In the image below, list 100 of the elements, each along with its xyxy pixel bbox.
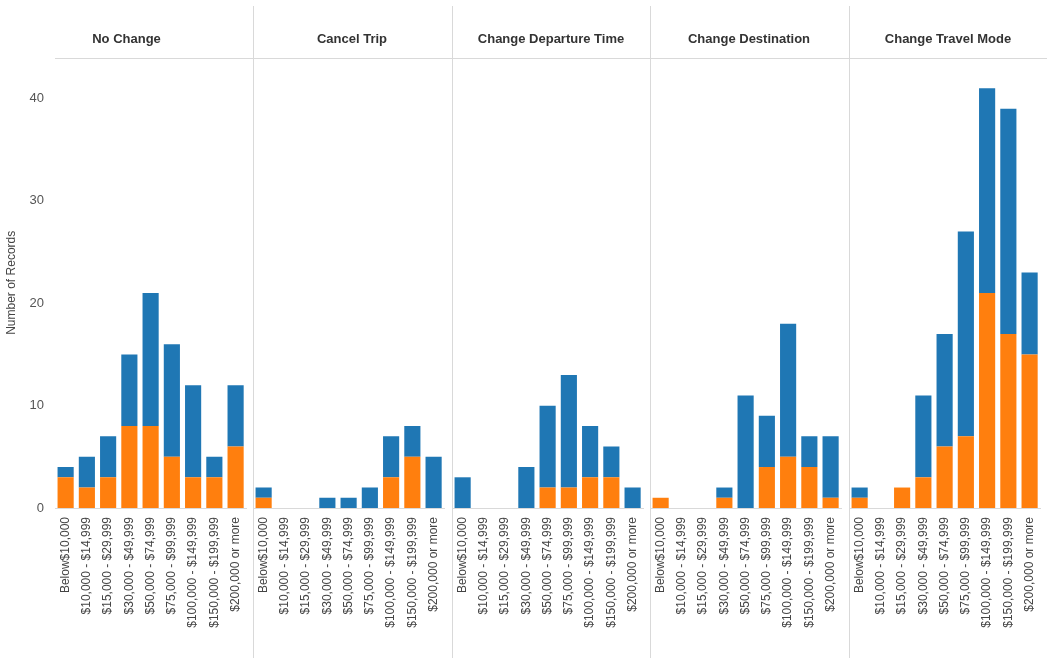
bar: [914, 395, 932, 478]
bar: [603, 446, 620, 478]
bar: [362, 487, 379, 508]
x-tick-label: $200,000 or more: [1021, 516, 1036, 612]
bar: [1021, 354, 1038, 508]
x-tick-label: $150,000 - $199,999: [405, 516, 420, 628]
bar: [539, 487, 556, 508]
x-tick-label: $30,000 - $49,999: [716, 516, 731, 615]
x-tick-label: $10,000 - $14,999: [674, 516, 689, 615]
x-tick-label: $75,000 - $99,999: [759, 516, 774, 615]
bar: [121, 354, 138, 427]
bar: [737, 395, 754, 508]
x-tick-label: $100,000 - $149,999: [185, 516, 200, 628]
bar: [206, 477, 223, 508]
x-tick-label: $30,000 - $49,999: [121, 516, 136, 615]
bar: [780, 456, 797, 508]
bar: [716, 487, 733, 498]
x-tick-label: $10,000 - $14,999: [79, 516, 94, 615]
bar: [822, 436, 839, 498]
y-tick-label: 20: [29, 294, 44, 310]
bar: [652, 497, 669, 508]
x-tick-label: $10,000 - $14,999: [872, 516, 887, 615]
chart-title: Change Departure Time: [477, 31, 625, 47]
x-tick-label: $100,000 - $149,999: [383, 516, 398, 628]
bar: [851, 497, 868, 508]
bar: [999, 108, 1017, 334]
y-tick-label: 0: [36, 499, 44, 515]
bar: [404, 456, 421, 508]
bar: [758, 467, 776, 508]
x-tick-label: $30,000 - $49,999: [915, 516, 930, 615]
bar: [78, 487, 95, 508]
x-tick-label: $50,000 - $74,999: [738, 516, 753, 615]
x-tick-label: $75,000 - $99,999: [560, 516, 575, 615]
bar: [383, 477, 400, 508]
bar: [978, 293, 995, 508]
bar: [560, 374, 577, 488]
bar: [163, 456, 180, 508]
bar: [185, 385, 202, 478]
x-tick-label: $200,000 or more: [426, 516, 441, 612]
bar: [957, 231, 974, 437]
x-tick-label: Below$10,000: [653, 516, 668, 594]
bar: [581, 477, 598, 508]
bar: [383, 436, 400, 478]
bar: [57, 467, 74, 478]
bar: [340, 497, 358, 508]
x-tick-label: $150,000 - $199,999: [603, 516, 618, 628]
x-tick-label: $100,000 - $149,999: [780, 516, 795, 628]
bar: [999, 333, 1017, 508]
bar: [255, 487, 273, 498]
bar: [957, 436, 974, 508]
x-tick-label: $10,000 - $14,999: [475, 516, 490, 615]
bar: [425, 456, 443, 508]
chart-title: Cancel Trip: [317, 31, 388, 47]
chart-title: Change Destination: [688, 31, 811, 47]
bar: [801, 436, 818, 468]
bar: [227, 385, 244, 447]
y-tick-label: 40: [29, 90, 44, 106]
bar: [780, 323, 797, 457]
bar: [893, 487, 910, 508]
x-tick-label: Below$10,000: [57, 516, 72, 594]
bar: [851, 487, 868, 498]
x-tick-label: $10,000 - $14,999: [277, 516, 292, 615]
bar: [142, 426, 159, 508]
x-tick-label: Below$10,000: [454, 516, 469, 594]
bar: [227, 446, 244, 508]
bar: [1021, 272, 1038, 355]
bar: [100, 436, 117, 478]
bar: [936, 333, 953, 447]
bar: [758, 415, 776, 468]
x-tick-label: $75,000 - $99,999: [164, 516, 179, 615]
x-tick-label: $200,000 or more: [624, 516, 639, 612]
bar: [560, 487, 577, 508]
bar: [57, 477, 74, 508]
y-axis-title: Number of Records: [3, 230, 18, 335]
x-tick-label: $100,000 - $149,999: [582, 516, 597, 628]
bar: [539, 405, 556, 488]
x-tick-label: $50,000 - $74,999: [539, 516, 554, 615]
x-tick-label: $30,000 - $49,999: [518, 516, 533, 615]
x-tick-label: Below$10,000: [851, 516, 866, 594]
bar: [936, 446, 953, 508]
x-tick-label: $50,000 - $74,999: [936, 516, 951, 615]
x-tick-label: $30,000 - $49,999: [320, 516, 335, 615]
x-tick-label: $100,000 - $149,999: [979, 516, 994, 628]
x-tick-label: $15,000 - $29,999: [894, 516, 909, 615]
x-tick-label: Below$10,000: [256, 516, 271, 594]
bar: [822, 497, 839, 508]
bar: [100, 477, 117, 508]
bar: [914, 477, 932, 508]
bar: [163, 344, 180, 457]
bar: [518, 467, 535, 508]
bar: [581, 426, 598, 478]
bar: [185, 477, 202, 508]
bar: [716, 497, 733, 508]
bar: [255, 497, 273, 508]
bar: [624, 487, 641, 508]
bar: [978, 88, 995, 294]
bar: [319, 497, 336, 508]
y-tick-label: 30: [29, 192, 44, 208]
x-tick-label: $150,000 - $199,999: [1000, 516, 1015, 628]
y-tick-label: 10: [29, 397, 44, 413]
